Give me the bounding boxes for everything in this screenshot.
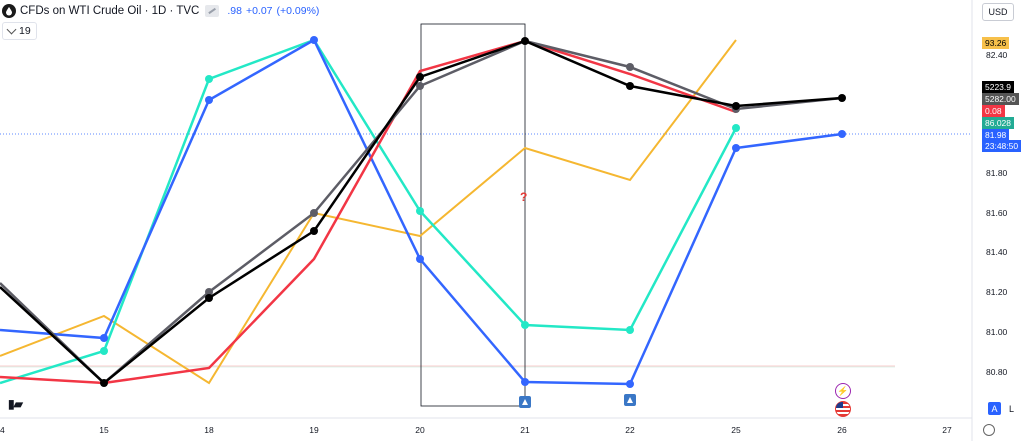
date-range-rectangle[interactable] [420, 23, 526, 407]
question-mark-annotation: ? [520, 190, 528, 204]
tradingview-logo-icon[interactable]: ▮▰ [8, 397, 23, 411]
price-tick: 80.80 [986, 367, 1008, 377]
lightning-event-icon[interactable]: ⚡ [835, 383, 851, 399]
time-tick: 19 [309, 425, 319, 435]
price-tick: 81.80 [986, 168, 1008, 178]
time-tick: 20 [415, 425, 425, 435]
log-scale-button[interactable]: L [1008, 403, 1014, 414]
price-badge: 86.028 [982, 117, 1014, 129]
us-flag-icon[interactable] [835, 401, 851, 417]
red-series-line [0, 39, 737, 385]
time-tick: 26 [837, 425, 847, 435]
oil-drop-icon [2, 4, 16, 18]
price-change: .98 +0.07 (+0.09%) [227, 5, 323, 17]
time-tick: 25 [731, 425, 741, 435]
gear-icon[interactable] [983, 424, 995, 436]
time-tick: 27 [942, 425, 952, 435]
last-value: .98 [227, 5, 242, 17]
price-badge: 93.26 [982, 37, 1010, 49]
time-tick: 18 [204, 425, 214, 435]
yellow-series-line [0, 39, 737, 385]
price-badge: 0.08 [982, 105, 1005, 117]
auto-scale-button[interactable]: A [988, 402, 1001, 415]
indicators-toggle[interactable]: 19 [2, 22, 37, 40]
price-badge: 81.98 [982, 129, 1010, 141]
price-tick: 81.20 [986, 287, 1008, 297]
time-tick: 14 [0, 425, 5, 435]
currency-select[interactable]: USD [982, 3, 1014, 21]
change-value: +0.07 [245, 5, 273, 17]
cyan-series-line [0, 38, 738, 385]
price-tick: 81.60 [986, 208, 1008, 218]
blue-series-points [100, 36, 846, 388]
dividend-marker-icon[interactable] [519, 396, 531, 408]
black-series-points [100, 37, 846, 387]
time-tick: 21 [520, 425, 530, 435]
chevron-down-icon [6, 24, 17, 35]
price-tick: 82.40 [986, 50, 1008, 60]
cyan-series-points [100, 75, 740, 355]
price-badge: 5282.00 [982, 93, 1019, 105]
price-tick: 81.40 [986, 247, 1008, 257]
price-tick: 81.00 [986, 327, 1008, 337]
time-tick: 22 [625, 425, 635, 435]
price-badge: 5223.9 [982, 81, 1014, 93]
hide-icon[interactable] [205, 5, 220, 17]
indicator-count: 19 [19, 25, 31, 37]
time-tick: 15 [99, 425, 109, 435]
dividend-marker-icon[interactable] [624, 394, 636, 406]
price-axis[interactable]: 93.26 82.40 5223.9 5282.00 0.08 86.028 8… [972, 20, 1024, 410]
change-percent: (+0.09%) [276, 5, 320, 17]
currency-label: USD [988, 7, 1008, 17]
legend-header: CFDs on WTI Crude Oil · 1D · TVC .98 +0.0… [2, 2, 323, 20]
countdown-badge: 23:48:50 [982, 140, 1022, 152]
symbol-title[interactable]: CFDs on WTI Crude Oil · 1D · TVC [20, 5, 200, 17]
